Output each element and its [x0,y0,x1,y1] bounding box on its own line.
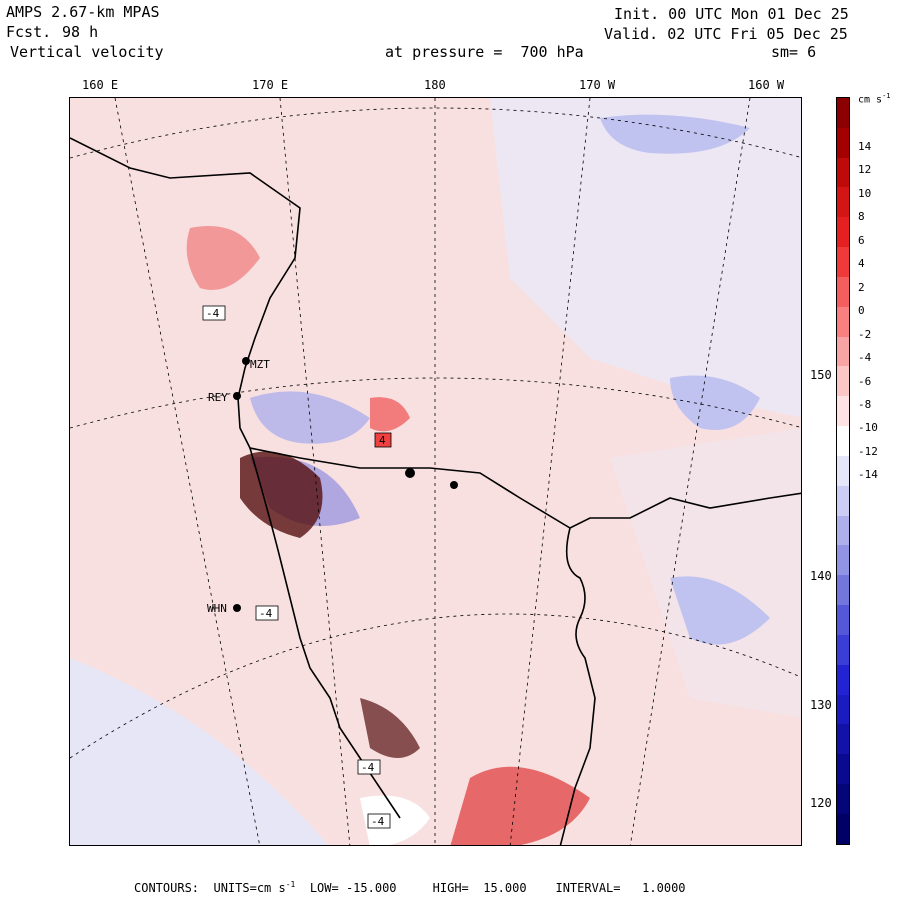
colorbar-swatch [837,98,849,128]
colorbar-swatch [837,247,849,277]
colorbar-swatch [837,217,849,248]
colorbar-swatch [837,575,849,606]
colorbar-tick-label: -8 [858,397,872,411]
colorbar-tick-label: 0 [858,304,865,318]
colorbar-swatch [837,336,849,367]
colorbar-swatch [837,664,849,695]
colorbar-tick-label: -4 [858,351,872,365]
colorbar-swatch [837,276,849,307]
colorbar-swatch [837,754,849,785]
colorbar-swatch [837,366,849,397]
colorbar-tick-label: 2 [858,280,865,294]
lon-label-160e: 160 E [82,78,119,92]
field-name: Vertical velocity [10,43,164,61]
colorbar-swatch [837,127,849,158]
colorbar-swatch [837,455,849,486]
colorbar-swatch [837,157,849,188]
colorbar [836,97,850,845]
colorbar-tick-label: -6 [858,374,872,388]
colorbar-swatch [837,694,849,725]
colorbar-tick-label: -2 [858,327,872,341]
colorbar-tick-label: 8 [858,210,865,224]
colorbar-swatch [837,396,849,427]
colorbar-tick-label: 10 [858,186,872,200]
colorbar-tick-label: -12 [858,444,878,458]
colorbar-swatch [837,485,849,516]
smoothing: sm= 6 [771,43,817,61]
contour-label: -4 [206,307,220,320]
lon-label-170w: 170 W [579,78,616,92]
lon-label-180: 180 [424,78,446,92]
colorbar-tick-label: 14 [858,140,872,153]
contour-label: -4 [259,607,273,620]
valid-time: Valid. 02 UTC Fri 05 Dec 25 [604,25,848,43]
colorbar-swatch [837,784,849,814]
colorbar-tick-label: -14 [858,468,878,482]
colorbar-swatch [837,187,849,218]
colorbar-swatch [837,545,849,576]
colorbar-tick-label: -10 [858,421,878,435]
colorbar-units: cm s-1 [858,92,891,106]
colorbar-swatch [837,306,849,337]
forecast-hours: 98 h [62,23,99,41]
model-title: AMPS 2.67-km MPAS [6,3,160,21]
pressure-level: at pressure = 700 hPa [385,43,584,61]
init-time: Init. 00 UTC Mon 01 Dec 25 [614,5,849,23]
colorbar-tick-label: 12 [858,163,872,177]
forecast-label: Fcst. [6,23,52,41]
contour-label: -4 [371,815,385,828]
station-mzt: MZT [250,358,270,371]
colorbar-swatch [837,426,849,456]
map-canvas: MZT REY WHN 4 -4 -4 -4 -4 [70,98,801,845]
colorbar-swatch [837,813,849,844]
lon-label-170e: 170 E [252,78,289,92]
contour-info: CONTOURS: UNITS=cm s-1 LOW= -15.000 HIGH… [134,880,686,895]
vertical-velocity-map: MZT REY WHN 4 -4 -4 -4 -4 [69,97,802,846]
station-whn: WHN [207,602,227,615]
colorbar-tick-label: 4 [858,257,865,271]
lon-label-160w: 160 W [748,78,785,92]
colorbar-swatch [837,724,849,755]
contour-label: 4 [379,434,386,447]
colorbar-tick-label: 6 [858,233,865,247]
station-rey: REY [208,391,228,404]
colorbar-swatch [837,515,849,546]
contour-label: -4 [361,761,375,774]
colorbar-swatch [837,634,849,665]
colorbar-swatch [837,605,849,635]
